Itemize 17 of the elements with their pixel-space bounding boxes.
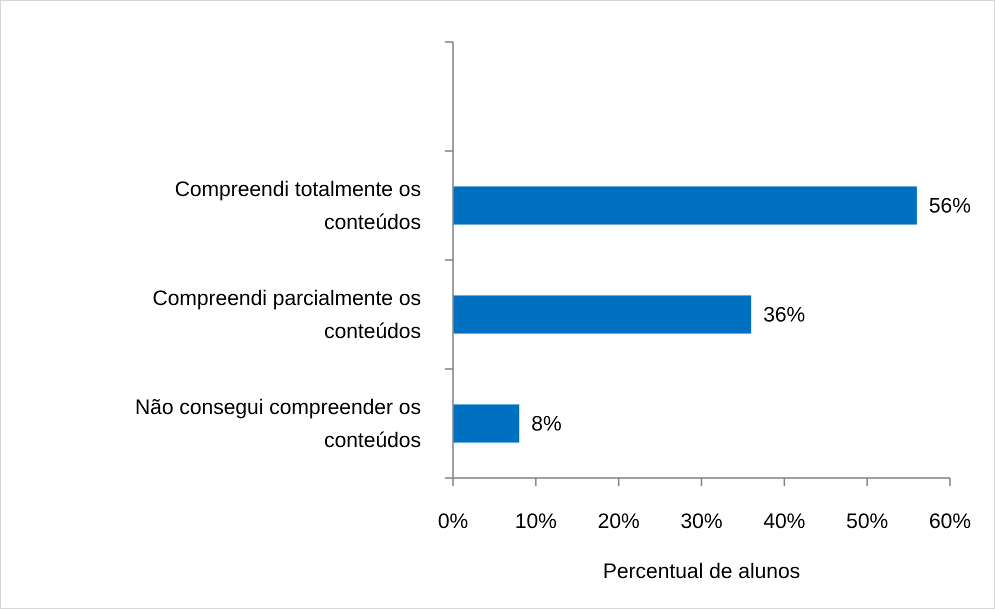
y-tick-label: Compreendi totalmente os conteúdos xyxy=(174,178,421,234)
bar xyxy=(453,186,917,225)
x-tick-label: 60% xyxy=(928,510,972,533)
data-label: 36% xyxy=(763,304,806,326)
y-tick-label: Compreendi parcialmente os conteúdos xyxy=(152,287,421,343)
x-tick-label: 0% xyxy=(438,510,468,533)
y-tick-label: Não consegui compreender os conteúdos xyxy=(134,396,421,452)
bar xyxy=(453,295,752,334)
x-tick-label: 10% xyxy=(514,510,557,533)
x-tick-label: 40% xyxy=(763,510,806,533)
data-label: 8% xyxy=(531,412,562,436)
x-axis-title: Percentual de alunos xyxy=(602,560,800,583)
x-tick-label: 50% xyxy=(846,510,888,533)
x-tick-label: 30% xyxy=(680,510,723,533)
bar xyxy=(453,404,520,443)
data-label: 56% xyxy=(928,194,971,218)
x-tick-label: 20% xyxy=(598,510,640,533)
